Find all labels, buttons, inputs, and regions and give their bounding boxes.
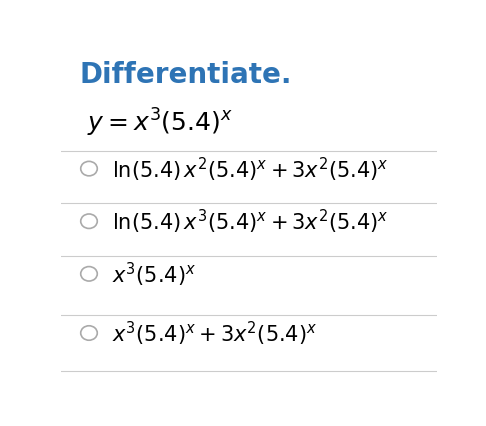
Text: $x^3(5.4)^x$: $x^3(5.4)^x$ — [112, 260, 196, 288]
Text: $y = x^3(5.4)^x$: $y = x^3(5.4)^x$ — [87, 107, 233, 139]
Text: $x^3(5.4)^x + 3x^2(5.4)^x$: $x^3(5.4)^x + 3x^2(5.4)^x$ — [112, 319, 317, 347]
Text: $\ln(5.4)\,x^2(5.4)^x + 3x^2(5.4)^x$: $\ln(5.4)\,x^2(5.4)^x + 3x^2(5.4)^x$ — [112, 155, 388, 183]
Text: $\ln(5.4)\,x^3(5.4)^x + 3x^2(5.4)^x$: $\ln(5.4)\,x^3(5.4)^x + 3x^2(5.4)^x$ — [112, 207, 388, 236]
Text: Differentiate.: Differentiate. — [80, 61, 292, 89]
